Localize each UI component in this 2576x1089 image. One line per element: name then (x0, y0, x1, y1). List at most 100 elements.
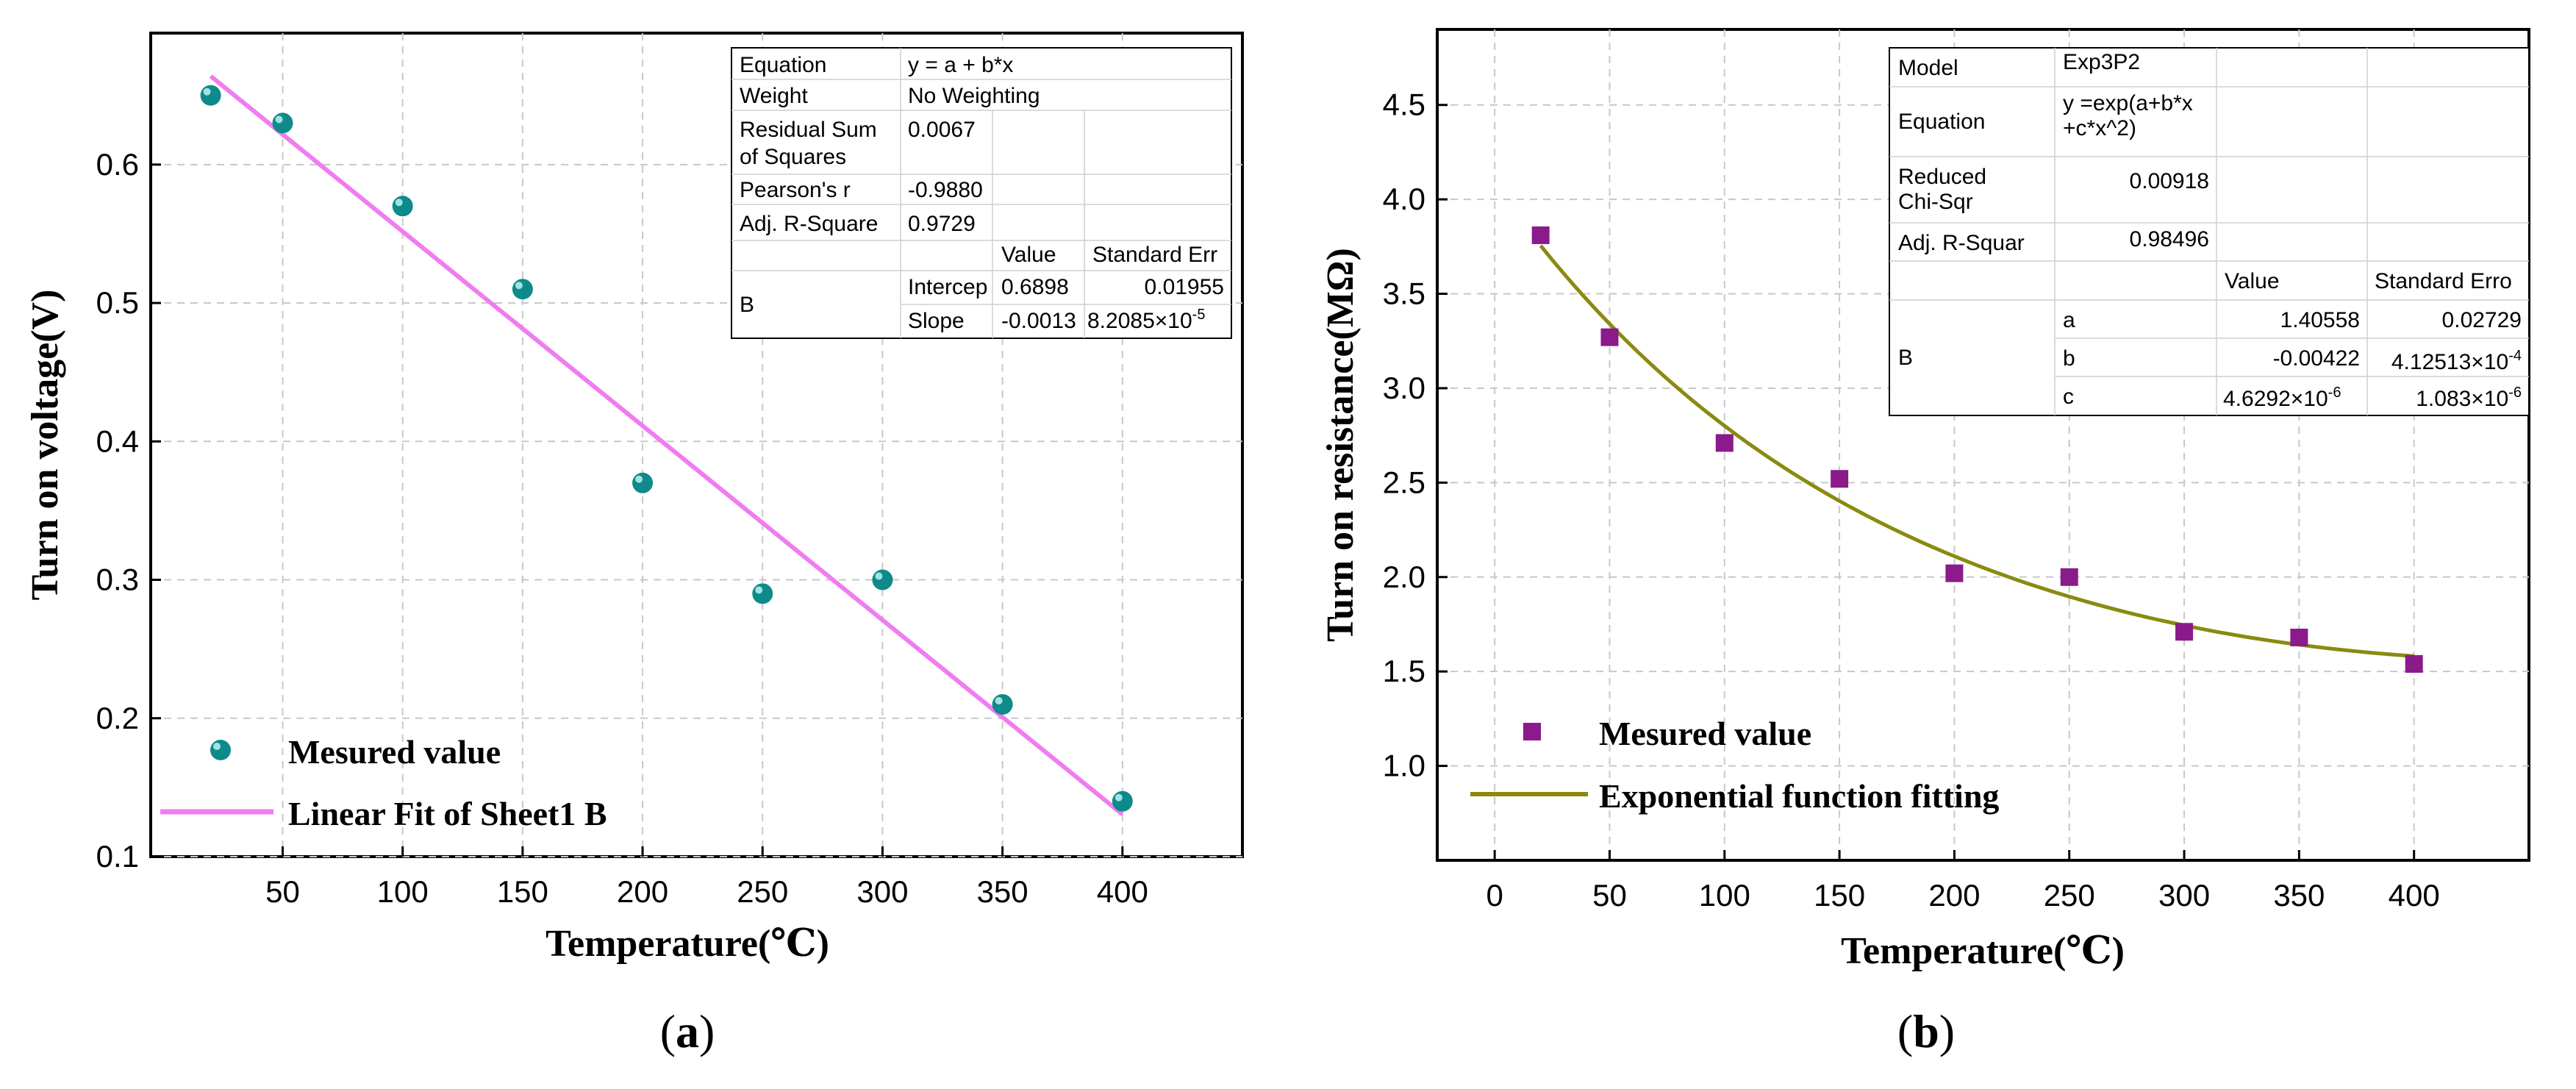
fit-table-cell: y = a + b*x (908, 53, 1013, 77)
x-tick-label: 400 (2389, 878, 2440, 913)
y-tick-label: 0.2 (96, 701, 139, 735)
fit-table-cell: 0.02729 (2442, 308, 2522, 332)
data-point (2060, 568, 2078, 586)
panel-a: 50 100 150 200 250 300 350 400 0.10.20.30.40.50… (24, 32, 1244, 1057)
y-tick-label: 0.6 (96, 147, 139, 182)
fit-table-cell-sci: 8.2085×10-5 (1087, 307, 1205, 333)
y-tick-label: 4.5 (1383, 88, 1425, 122)
x-axis-title: Temperature(℃) (1841, 930, 2125, 972)
legend-marker-measured (210, 740, 231, 760)
fit-table-frame (731, 47, 1232, 339)
data-point-highlight (1115, 793, 1123, 801)
data-point-body (392, 196, 413, 217)
fit-table-cell: 0.9729 (908, 212, 976, 236)
fit-table-gridlines (731, 48, 1231, 338)
x-tick-label: 350 (2273, 878, 2325, 913)
y-tick-label: 3.5 (1383, 276, 1425, 311)
y-axis-title: Turn on voltage(V) (24, 290, 66, 601)
y-tick-label: 1.5 (1383, 654, 1425, 688)
legend-label-measured: Mesured value (288, 733, 501, 771)
data-point-highlight (515, 282, 523, 290)
fit-table-cell-wrapped: Reduced Chi-Sqr (1898, 165, 1986, 214)
fit-table-cell: Intercep (908, 275, 987, 299)
fit-table-cell: Weight (740, 84, 808, 108)
x-tick-label: 0 (1486, 878, 1503, 913)
panel-label: (b) (1897, 1005, 1955, 1057)
panel-label: (a) (660, 1005, 715, 1057)
fit-table-cell: Adj. R-Square (740, 212, 878, 236)
fit-table-cell: -0.0013 (1001, 309, 1076, 333)
data-point (632, 472, 654, 493)
legend-label-measured: Mesured value (1599, 715, 1811, 752)
fit-table-cell: No Weighting (908, 84, 1040, 108)
fit-table-cell-sci: 4.6292×10-6 (2223, 385, 2341, 411)
panel-b: 0 50 100 150 200 250 300 350 400 1.0 1.5 2.0 2.5 3.0… (1320, 28, 2530, 1057)
x-tick-label: 400 (1097, 874, 1148, 909)
data-point (2175, 623, 2194, 641)
fit-table-cell: a (2063, 308, 2075, 332)
data-point (1945, 564, 1964, 582)
fit-table-cell-wrapped: Residual Sum of Squares (740, 118, 877, 169)
y-tick-label: 1.0 (1383, 749, 1425, 783)
data-point-body (632, 472, 654, 493)
fit-table-cell: Exp3P2 (2063, 50, 2140, 74)
data-point-highlight (995, 696, 1003, 704)
fit-table-header: Standard Err (1092, 243, 1217, 267)
data-point-body (872, 569, 893, 590)
fit-table-cell-sci: 4.12513×10-4 (2391, 348, 2522, 374)
x-tick-label: 100 (377, 874, 429, 909)
legend-label-fit: Exponential function fitting (1599, 777, 1999, 815)
data-point-highlight (875, 572, 883, 580)
fit-table-cell: Adj. R-Squar (1898, 231, 2025, 255)
x-tick-label: 250 (737, 874, 788, 909)
y-axis-title: Turn on resistance(MΩ) (1320, 248, 1362, 642)
data-point (1112, 790, 1133, 812)
fit-table-cell: 0.0067 (908, 118, 976, 142)
y-tick-label: 4.0 (1383, 182, 1425, 216)
legend: Mesured value Exponential function fitti… (1470, 715, 1999, 815)
legend-marker-measured (1523, 723, 1541, 740)
fit-line-layer (209, 74, 1124, 816)
data-point-highlight (275, 115, 283, 124)
x-tick-label: 150 (1814, 878, 1865, 913)
data-point (1531, 226, 1550, 244)
legend-label-fit: Linear Fit of Sheet1 B (288, 795, 607, 832)
x-axis-title: Temperature(℃) (545, 923, 829, 965)
x-tick-label: 200 (1928, 878, 1980, 913)
x-tick-label: 300 (856, 874, 908, 909)
x-tick-label: 250 (2044, 878, 2095, 913)
x-ticks: 0 50 100 150 200 250 300 350 400 (1486, 850, 2440, 913)
fit-curve-layer (1539, 244, 2414, 658)
fit-table-header: Value (2225, 269, 2280, 293)
data-point-body (512, 279, 533, 300)
data-point (200, 85, 221, 106)
x-ticks: 50 100 150 200 250 300 350 400 (265, 846, 1148, 909)
x-tick-label: 300 (2158, 878, 2210, 913)
data-point (2405, 654, 2423, 673)
data-point (752, 583, 773, 604)
y-tick-label: 0.5 (96, 285, 139, 320)
fit-table-cell-wrapped: y =exp(a+b*x +c*x^2) (2063, 91, 2193, 140)
fit-table-cell: 0.98496 (2130, 227, 2209, 251)
data-point-body (272, 113, 293, 134)
x-tick-label: 50 (265, 874, 300, 909)
fit-table-gridlines (1889, 48, 2529, 415)
data-point (1831, 470, 1849, 488)
fit-table-frame (1889, 47, 2530, 416)
data-point (872, 569, 893, 590)
y-tick-label: 0.1 (96, 839, 139, 874)
data-point (392, 196, 413, 217)
data-point (992, 693, 1013, 715)
y-tick-label: 3.0 (1383, 371, 1425, 405)
data-point-highlight (635, 475, 643, 483)
fit-table-cell: B (1898, 346, 1913, 370)
fit-table-cell: Slope (908, 309, 965, 333)
data-point-body (1112, 790, 1133, 812)
data-point (2290, 628, 2308, 646)
data-point-body (752, 583, 773, 604)
y-ticks: 0.1 0.2 0.3 0.4 0.5 0.6 (96, 147, 161, 874)
x-tick-label: 200 (617, 874, 668, 909)
y-tick-label: 0.3 (96, 563, 139, 597)
fit-table: Equation y = a + b*x Weight No Weighting… (731, 47, 1232, 339)
legend-marker-highlight (213, 743, 221, 750)
